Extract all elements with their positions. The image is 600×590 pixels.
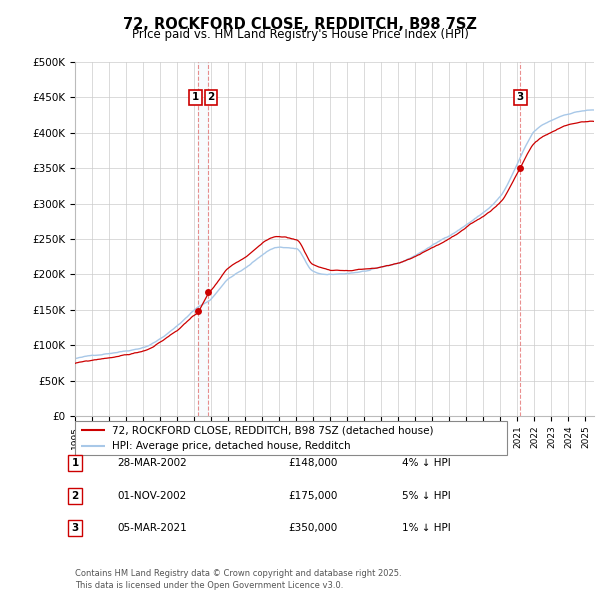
Text: HPI: Average price, detached house, Redditch: HPI: Average price, detached house, Redd… [112, 441, 350, 451]
Text: 1: 1 [192, 93, 199, 102]
FancyBboxPatch shape [75, 421, 507, 455]
Text: 5% ↓ HPI: 5% ↓ HPI [402, 491, 451, 500]
Text: £350,000: £350,000 [288, 523, 337, 533]
Text: £148,000: £148,000 [288, 458, 337, 468]
Text: 1% ↓ HPI: 1% ↓ HPI [402, 523, 451, 533]
Text: 72, ROCKFORD CLOSE, REDDITCH, B98 7SZ (detached house): 72, ROCKFORD CLOSE, REDDITCH, B98 7SZ (d… [112, 425, 433, 435]
Text: 28-MAR-2002: 28-MAR-2002 [117, 458, 187, 468]
Bar [198, 62, 208, 416]
Text: 72, ROCKFORD CLOSE, REDDITCH, B98 7SZ: 72, ROCKFORD CLOSE, REDDITCH, B98 7SZ [123, 17, 477, 31]
Text: £175,000: £175,000 [288, 491, 337, 500]
Text: 1: 1 [71, 458, 79, 468]
Text: 2: 2 [207, 93, 214, 102]
Text: 2: 2 [71, 491, 79, 500]
Text: Price paid vs. HM Land Registry's House Price Index (HPI): Price paid vs. HM Land Registry's House … [131, 28, 469, 41]
Text: 4% ↓ HPI: 4% ↓ HPI [402, 458, 451, 468]
Text: 3: 3 [71, 523, 79, 533]
Text: 01-NOV-2002: 01-NOV-2002 [117, 491, 186, 500]
Text: 05-MAR-2021: 05-MAR-2021 [117, 523, 187, 533]
Text: 3: 3 [517, 93, 524, 102]
Text: Contains HM Land Registry data © Crown copyright and database right 2025.
This d: Contains HM Land Registry data © Crown c… [75, 569, 401, 590]
